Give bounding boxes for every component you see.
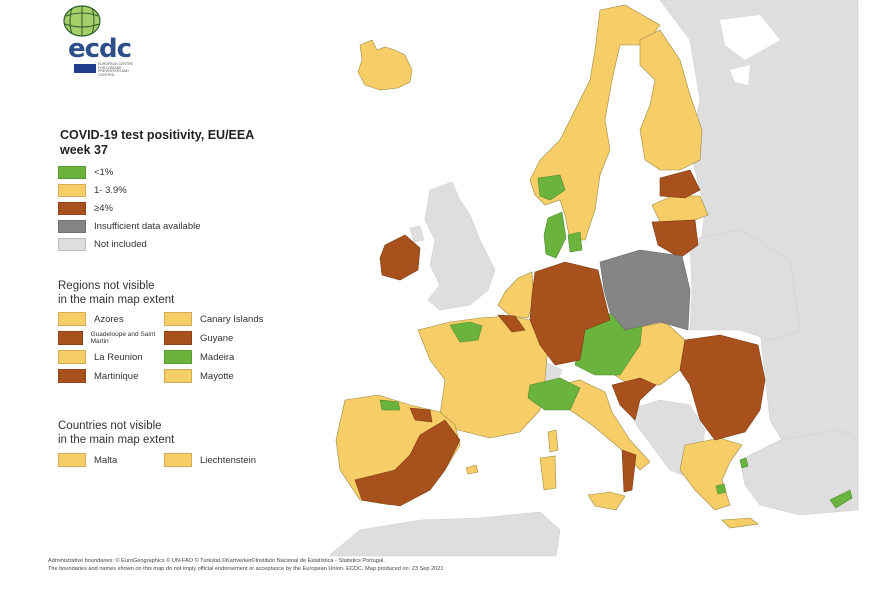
region-swatch xyxy=(58,369,86,383)
countries-legend: Malta Liechtenstein xyxy=(58,452,274,468)
legend-item: Insufficient data available xyxy=(58,217,201,235)
countries-section-title: Countries not visible in the main map ex… xyxy=(58,420,175,446)
footer-disclaimer: The boundaries and names shown on this m… xyxy=(48,566,444,572)
country-item-malta: Malta xyxy=(58,452,164,468)
region-swatch xyxy=(164,331,192,345)
finland xyxy=(639,29,703,171)
footer-attribution: Administrative boundaries: © EuroGeograp… xyxy=(48,558,385,564)
poland xyxy=(599,249,691,331)
legend-item: ≥4% xyxy=(58,199,201,217)
region-item-madeira: Madeira xyxy=(164,349,274,365)
legend-item: 1- 3.9% xyxy=(58,181,201,199)
region-item-canary-islands: Canary Islands xyxy=(164,311,274,327)
france xyxy=(417,315,549,439)
region-swatch xyxy=(58,350,86,364)
regions-legend: Azores Canary Islands Guadeloupe and Sai… xyxy=(58,311,274,384)
legend-swatch-green xyxy=(58,165,86,179)
globe-icon xyxy=(63,5,101,37)
country-swatch xyxy=(58,453,86,467)
croatia xyxy=(611,377,657,421)
iceland xyxy=(357,39,413,91)
logo-subtitle: EUROPEAN CENTRE FOR DISEASE PREVENTION A… xyxy=(98,62,134,77)
ecdc-logo: ecdc EUROPEAN CENTRE FOR DISEASE PREVENT… xyxy=(58,4,148,77)
region-swatch xyxy=(164,369,192,383)
regions-section-title: Regions not visible in the main map exte… xyxy=(58,280,175,306)
benelux xyxy=(497,271,535,319)
denmark xyxy=(543,211,567,259)
region-swatch xyxy=(164,312,192,326)
region-item-guadeloupe: Guadeloupe and Saint Martin xyxy=(58,330,164,346)
legend-swatch-brown xyxy=(58,201,86,215)
legend-swatch-dark-grey xyxy=(58,219,86,233)
region-item-mayotte: Mayotte xyxy=(164,368,274,384)
logo-wordmark: ecdc xyxy=(68,34,132,64)
estonia xyxy=(659,169,701,199)
region-item-azores: Azores xyxy=(58,311,164,327)
ireland xyxy=(379,234,421,281)
legend-item: <1% xyxy=(58,163,201,181)
legend-swatch-yellow xyxy=(58,183,86,197)
country-item-liechtenstein: Liechtenstein xyxy=(164,452,274,468)
legend-item: Not included xyxy=(58,235,201,253)
eu-flag-icon xyxy=(74,64,96,73)
yellow-regions xyxy=(335,4,759,529)
legend-swatch-light-grey xyxy=(58,237,86,251)
region-swatch xyxy=(58,312,86,326)
lithuania xyxy=(651,219,699,259)
region-swatch xyxy=(164,350,192,364)
country-swatch xyxy=(164,453,192,467)
region-swatch xyxy=(58,331,83,345)
brown-regions xyxy=(354,169,766,507)
legend-list: <1% 1- 3.9% ≥4% Insufficient data availa… xyxy=(58,163,201,253)
map-footer: Administrative boundaries: © EuroGeograp… xyxy=(48,557,443,573)
germany xyxy=(529,261,611,366)
region-item-la-reunion: La Reunion xyxy=(58,349,164,365)
romania-bulgaria xyxy=(679,334,766,441)
region-item-guyane: Guyane xyxy=(164,330,274,346)
latvia xyxy=(651,195,709,223)
greece xyxy=(679,437,743,511)
legend-title: COVID-19 test positivity, EU/EEA week 37 xyxy=(60,128,255,157)
region-item-martinique: Martinique xyxy=(58,368,164,384)
